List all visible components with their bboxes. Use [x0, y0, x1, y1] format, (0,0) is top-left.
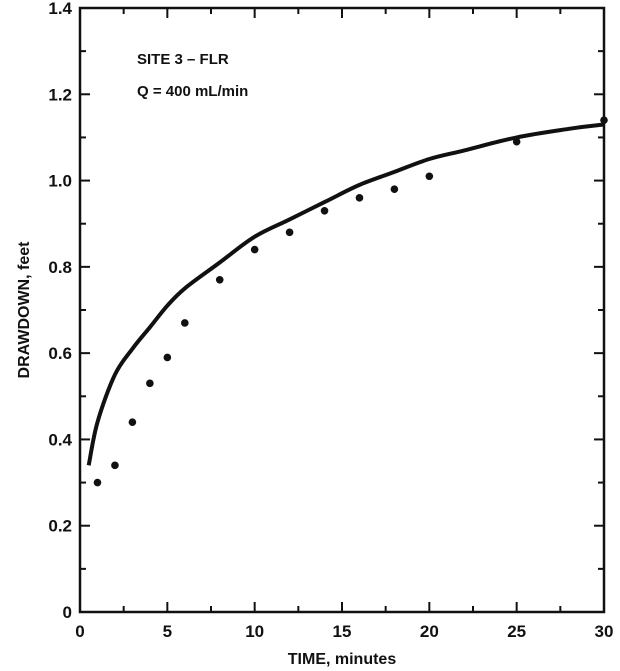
data-point [215, 276, 224, 284]
tick-labels: 0 5 10 15 20 25 30 0 0.2 0.4 0.6 0.8 1.0 1.2 1.4 [48, 0, 613, 641]
data-point [128, 418, 137, 426]
data-point [163, 353, 172, 362]
x-tick-label: 5 [163, 622, 172, 641]
axis-ticks [79, 7, 605, 613]
y-tick-label: 1.0 [48, 172, 72, 191]
data-point [111, 461, 119, 470]
y-tick-label: 1.4 [48, 0, 72, 18]
data-point [355, 194, 364, 202]
data-point [181, 319, 189, 327]
data-point [320, 206, 329, 215]
theoretical-curve [86, 122, 605, 466]
x-axis-title: TIME, minutes [288, 651, 397, 668]
annotation-flow-rate: Q = 400 mL/min [137, 83, 248, 100]
annotation-site: SITE 3 – FLR [137, 51, 229, 68]
y-tick-label: 0 [63, 603, 72, 622]
data-point [93, 478, 102, 487]
data-point [250, 245, 259, 254]
data-point [146, 379, 154, 388]
data-point [512, 137, 521, 146]
y-tick-label: 0.8 [48, 258, 72, 277]
observed-points [93, 116, 608, 487]
y-tick-label: 0.2 [48, 517, 72, 536]
x-tick-label: 25 [507, 622, 526, 641]
y-axis-title: DRAWDOWN, feet [16, 241, 33, 379]
data-point [600, 116, 608, 124]
data-point [285, 228, 294, 237]
x-tick-label: 20 [420, 622, 439, 641]
x-tick-label: 0 [75, 622, 84, 641]
x-tick-label: 10 [245, 622, 264, 641]
y-tick-label: 0.4 [48, 430, 72, 449]
y-tick-label: 0.6 [48, 344, 72, 363]
x-tick-label: 30 [595, 622, 614, 641]
data-point [390, 185, 399, 193]
y-tick-label: 1.2 [48, 85, 72, 104]
x-tick-label: 15 [333, 622, 352, 641]
data-point [425, 172, 434, 181]
